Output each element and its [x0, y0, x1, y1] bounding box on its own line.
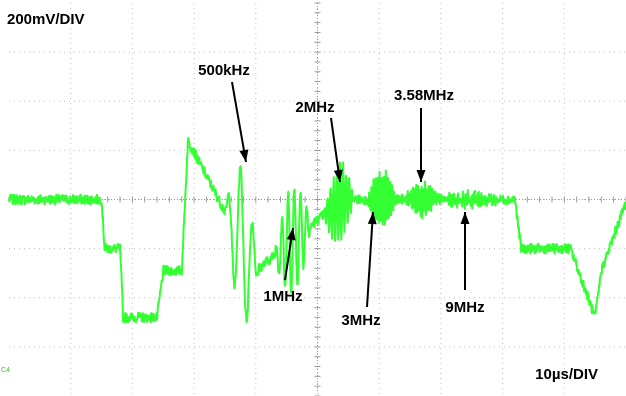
- arrow-head: [416, 170, 426, 182]
- annotation-label-2mhz: 2MHz: [295, 99, 334, 116]
- annotation-arrow-2mhz: [330, 117, 343, 183]
- signal-trace: [8, 136, 626, 324]
- horizontal-scale-label: 10µs/DIV: [535, 366, 598, 383]
- annotation-label-500khz: 500kHz: [198, 62, 250, 79]
- annotation-label-3mhz: 3MHz: [341, 312, 380, 329]
- arrow-head: [367, 212, 377, 225]
- vertical-scale-label: 200mV/DIV: [7, 11, 85, 28]
- annotation-arrow-9mhz: [460, 212, 470, 290]
- arrow-head: [460, 212, 470, 224]
- annotation-label-1mhz: 1MHz: [263, 288, 302, 305]
- arrow-head: [239, 149, 249, 162]
- annotation-arrow-3-58mhz: [416, 108, 426, 182]
- annotation-arrows: [231, 81, 470, 308]
- annotation-label-3-58mhz: 3.58MHz: [394, 87, 454, 104]
- grid: [8, 2, 626, 396]
- annotation-arrow-3mhz: [366, 211, 377, 308]
- channel-marker: C4: [1, 367, 10, 374]
- annotation-label-9mhz: 9MHz: [445, 299, 484, 316]
- arrow-shaft: [231, 81, 247, 163]
- annotation-arrow-500khz: [231, 81, 249, 163]
- arrow-head: [333, 169, 343, 182]
- arrow-head: [286, 228, 296, 241]
- arrow-shaft: [366, 211, 374, 308]
- annotation-arrow-1mhz: [284, 227, 296, 281]
